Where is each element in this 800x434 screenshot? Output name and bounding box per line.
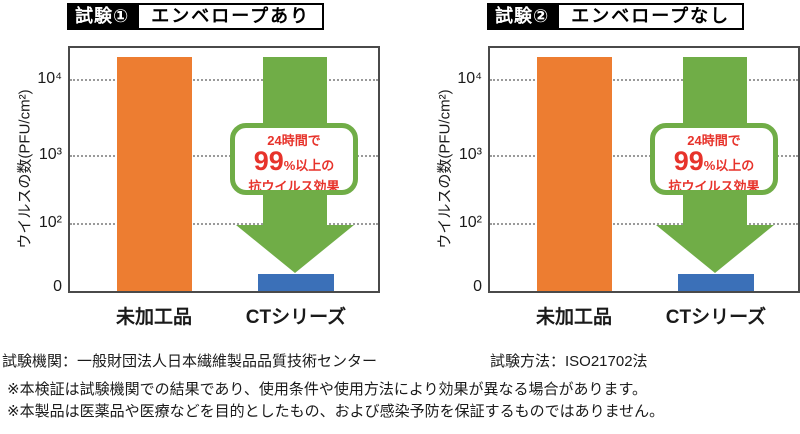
disclaimer-note-1: ※本検証は試験機関での結果であり、使用条件や使用方法により効果が異なる場合があり… [7,381,648,398]
gridline-10e2 [70,223,378,225]
chart-test2: 試験② エンベロープなし ウイルスの数(PFU/cm²) 10⁴ 10³ 10² … [420,0,800,330]
gridline-10e2 [490,223,798,225]
x-label-ct-series: CTシリーズ [665,307,767,328]
disclaimer-note-2: ※本製品は医薬品や医療などを目的としたもの、および感染予防を保証するものではあり… [7,403,665,420]
y-tick-10e2: 10² [38,214,62,231]
gridline-10e3 [70,155,378,157]
callout-percent-value: 99 [673,146,704,176]
callout-line2: 99%以上の [235,148,353,179]
effect-callout: 24時間で 99%以上の 抗ウイルス効果 [230,123,358,195]
bar-untreated [537,57,612,291]
chart-title: 試験② エンベロープなし [487,3,745,30]
gridline-10e4 [490,79,798,81]
plot-area: 24時間で 99%以上の 抗ウイルス効果 [488,46,800,293]
y-tick-10e4: 10⁴ [457,70,482,87]
plot-area: 24時間で 99%以上の 抗ウイルス効果 [68,46,380,293]
y-tick-zero: 0 [473,278,482,295]
gridline-10e4 [70,79,378,81]
test-number-badge: 試験② [487,3,558,30]
bar-ct-series [678,274,754,291]
chart-test1: 試験① エンベロープあり ウイルスの数(PFU/cm²) 10⁴ 10³ 10² … [0,0,380,330]
callout-line1: 24時間で [687,133,741,148]
bar-untreated [117,57,192,291]
chart-title: 試験① エンベロープあり [67,3,325,30]
test-method-text: 試験方法：ISO21702法 [490,353,648,370]
callout-line3: 抗ウイルス効果 [248,179,340,194]
effect-callout: 24時間で 99%以上の 抗ウイルス効果 [650,123,778,195]
callout-percent-value: 99 [253,146,284,176]
y-tick-10e3: 10³ [458,146,482,163]
callout-percent-suffix: %以上の [703,158,755,173]
callout-percent-suffix: %以上の [283,158,335,173]
bar-ct-series [258,274,334,291]
test-organization-text: 試験機関：一般財団法人日本繊維製品品質技術センター [2,353,378,370]
y-tick-10e2: 10² [458,214,482,231]
gridline-10e3 [490,155,798,157]
y-tick-10e3: 10³ [38,146,62,163]
y-tick-zero: 0 [53,278,62,295]
test-condition-label: エンベロープなし [557,3,745,30]
callout-line1: 24時間で [267,133,321,148]
callout-line3: 抗ウイルス効果 [668,179,760,194]
callout-line2: 99%以上の [655,148,773,179]
y-tick-10e4: 10⁴ [37,70,62,87]
test-condition-label: エンベロープあり [137,3,325,30]
x-label-untreated: 未加工品 [115,307,193,328]
x-label-untreated: 未加工品 [535,307,613,328]
test-number-badge: 試験① [67,3,138,30]
x-label-ct-series: CTシリーズ [245,307,347,328]
